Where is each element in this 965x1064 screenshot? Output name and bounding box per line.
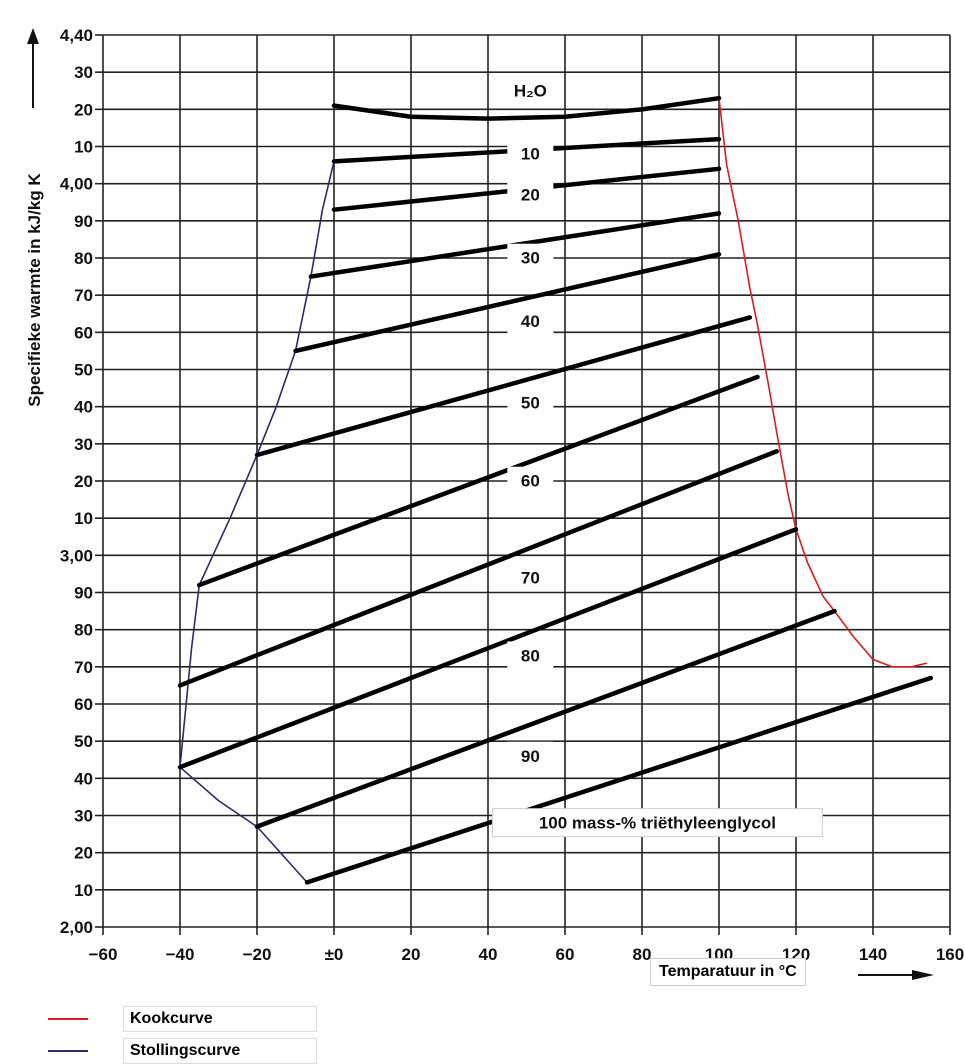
y-tick-label: 3,00 — [60, 546, 93, 565]
series-line-6 — [197, 374, 760, 588]
y-tick-label: 50 — [74, 732, 93, 751]
series-line-9 — [254, 608, 837, 829]
x-tick-label: 40 — [479, 945, 498, 964]
y-tick-label: 40 — [74, 769, 93, 788]
series-line-4 — [293, 252, 722, 354]
curve-label-8: 80 — [521, 646, 540, 665]
series-line-8 — [177, 527, 799, 770]
curve-label-6: 60 — [521, 472, 540, 491]
curve-label-box-6 — [507, 466, 554, 495]
y-tick-label: 80 — [74, 621, 93, 640]
y-tick-label: 90 — [74, 212, 93, 231]
series-line-10 — [304, 675, 933, 885]
legend-swatch-freezing — [48, 1050, 88, 1052]
curve-label-box-1 — [507, 139, 554, 168]
y-tick-label: 10 — [74, 509, 93, 528]
y-tick-label: 20 — [74, 472, 93, 491]
curve-label-5: 50 — [521, 394, 540, 413]
legend-swatch-boiling — [48, 1018, 88, 1020]
y-axis-arrow-head — [27, 28, 39, 44]
series-line-7 — [177, 449, 779, 688]
curve-label-10: 100 mass-% triëthyleenglycol — [539, 814, 776, 833]
series-line-5 — [254, 315, 753, 458]
y-tick-label: 30 — [74, 807, 93, 826]
curve-label-9: 90 — [521, 747, 540, 766]
curve-label-box-9 — [507, 741, 554, 770]
y-tick-label: 30 — [74, 63, 93, 82]
curve-label-box-5 — [507, 388, 554, 417]
y-axis-label: Specifieke warmte in kJ/kg K — [25, 173, 44, 407]
curve-label-4: 40 — [521, 312, 540, 331]
y-tick-label: 4,00 — [60, 175, 93, 194]
x-axis-label: Temparatuur in °C — [650, 958, 806, 986]
y-tick-label: 60 — [74, 695, 93, 714]
legend-label-freezing: Stollingscurve — [123, 1038, 317, 1064]
y-tick-label: 10 — [74, 881, 93, 900]
x-tick-label: ±0 — [325, 945, 344, 964]
y-tick-label: 4,40 — [60, 26, 93, 45]
curve-label-box-2 — [507, 180, 554, 209]
legend-label-boiling: Kookcurve — [123, 1006, 317, 1032]
curve-label-7: 70 — [521, 568, 540, 587]
y-tick-label: 20 — [74, 100, 93, 119]
y-tick-label: 10 — [74, 138, 93, 157]
y-tick-label: 30 — [74, 435, 93, 454]
curve-label-box-3 — [507, 243, 554, 272]
y-tick-label: 2,00 — [60, 918, 93, 937]
legend-item-boiling: Kookcurve — [0, 1006, 317, 1032]
curve-label-3: 30 — [521, 249, 540, 268]
y-tick-label: 80 — [74, 249, 93, 268]
x-tick-label: 140 — [859, 945, 887, 964]
series-line-0 — [331, 95, 722, 121]
y-tick-label: 60 — [74, 323, 93, 342]
x-tick-label: −60 — [89, 945, 118, 964]
curve-label-box-4 — [507, 306, 554, 335]
y-tick-label: 90 — [74, 584, 93, 603]
x-tick-label: 60 — [556, 945, 575, 964]
legend-item-freezing: Stollingscurve — [0, 1038, 317, 1064]
curve-label-1: 10 — [521, 145, 540, 164]
curve-label-0: H₂O — [514, 81, 547, 100]
y-tick-label: 20 — [74, 844, 93, 863]
y-tick-label: 70 — [74, 286, 93, 305]
curve-label-2: 20 — [521, 186, 540, 205]
curve-label-box-7 — [507, 563, 554, 592]
y-tick-label: 40 — [74, 398, 93, 417]
x-tick-label: 20 — [402, 945, 421, 964]
y-tick-label: 70 — [74, 658, 93, 677]
x-tick-label: 160 — [936, 945, 964, 964]
curve-label-box-8 — [507, 641, 554, 670]
x-axis-arrow-head — [912, 970, 934, 980]
x-tick-label: −40 — [166, 945, 195, 964]
x-tick-label: −20 — [243, 945, 272, 964]
curve-label-box-10 — [491, 808, 823, 838]
curve-label-box-0 — [507, 76, 554, 105]
y-tick-label: 50 — [74, 361, 93, 380]
x-tick-label: 80 — [633, 945, 652, 964]
